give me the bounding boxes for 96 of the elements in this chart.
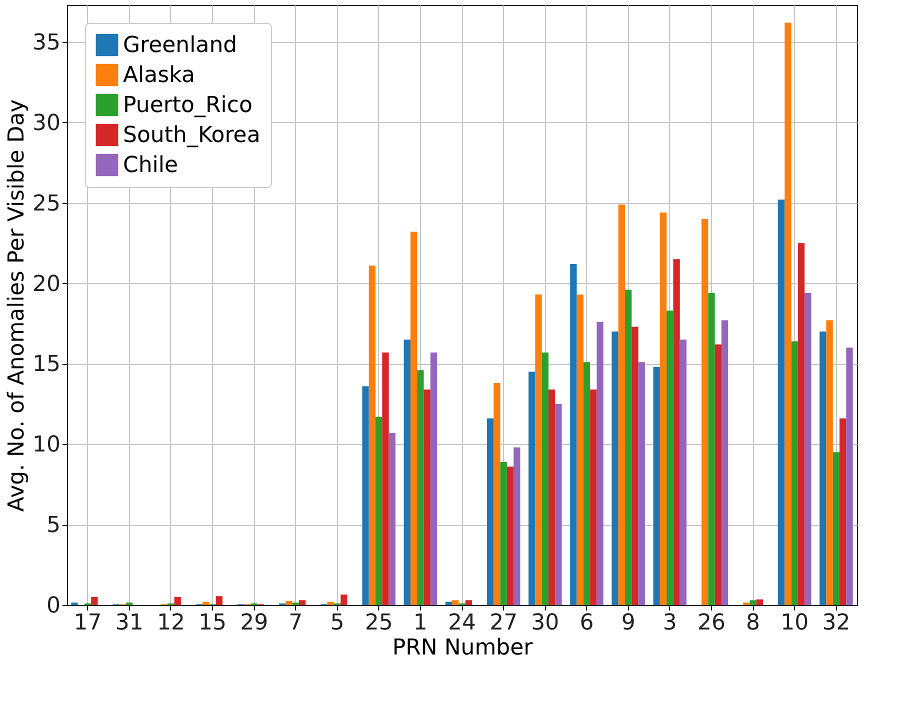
bar xyxy=(555,404,562,605)
x-tick-label: 24 xyxy=(448,610,476,636)
bar xyxy=(486,418,494,605)
bar xyxy=(714,344,722,605)
bar xyxy=(680,340,687,605)
x-tick-label: 3 xyxy=(662,610,677,636)
bar xyxy=(430,352,438,605)
x-tick-label: 7 xyxy=(288,610,303,636)
bar xyxy=(548,389,556,605)
x-tick-label: 15 xyxy=(198,610,227,636)
bar xyxy=(756,599,764,605)
x-tick-label: 6 xyxy=(580,610,594,636)
bar xyxy=(624,290,632,605)
bar xyxy=(832,452,840,605)
bar xyxy=(299,600,306,605)
x-tick-label: 8 xyxy=(746,610,760,636)
bar xyxy=(798,243,805,605)
bar xyxy=(494,383,500,605)
bar xyxy=(535,294,542,605)
bar xyxy=(653,366,660,605)
x-tick-label: 9 xyxy=(621,610,636,636)
x-tick-label: 10 xyxy=(780,610,809,636)
bar xyxy=(618,204,625,605)
legend-label: Chile xyxy=(123,153,178,178)
bar xyxy=(514,447,520,605)
bar xyxy=(506,466,514,605)
y-tick-label: 0 xyxy=(46,594,60,618)
bar xyxy=(666,310,674,605)
bar xyxy=(721,320,728,605)
bar xyxy=(804,292,812,605)
bar xyxy=(778,200,785,605)
x-tick-label: 17 xyxy=(74,610,102,636)
bar xyxy=(452,600,459,605)
x-tick-label: 30 xyxy=(531,610,560,636)
bar xyxy=(445,602,452,605)
bar xyxy=(576,294,584,605)
bar xyxy=(410,232,418,605)
bar xyxy=(673,259,680,605)
bar xyxy=(632,326,638,605)
y-tick-label: 35 xyxy=(32,30,60,56)
x-tick-label: 1 xyxy=(413,610,428,636)
bar xyxy=(638,362,645,605)
legend-label: Greenland xyxy=(123,33,238,58)
bar xyxy=(286,600,292,605)
bar xyxy=(528,372,536,605)
y-tick-label: 10 xyxy=(32,432,60,458)
x-tick-label: 31 xyxy=(115,610,144,636)
y-tick-label: 20 xyxy=(32,272,60,297)
bar xyxy=(846,348,853,605)
bar xyxy=(660,212,667,605)
bar xyxy=(542,352,548,605)
bar xyxy=(701,218,708,605)
bar xyxy=(791,341,798,605)
bar xyxy=(404,340,410,605)
x-tick-label: 32 xyxy=(822,610,850,636)
x-tick-label: 25 xyxy=(364,610,393,636)
x-tick-label: 29 xyxy=(240,610,268,636)
bar xyxy=(368,266,376,605)
bar xyxy=(750,600,756,605)
y-tick-label: 15 xyxy=(32,352,60,378)
bar xyxy=(417,370,424,605)
x-tick-label: 27 xyxy=(490,610,518,636)
bar xyxy=(590,389,597,605)
bar xyxy=(202,602,210,605)
bar xyxy=(382,352,389,605)
x-axis-title: PRN Number xyxy=(392,636,534,660)
legend-label: South_Korea xyxy=(123,123,260,148)
bar xyxy=(826,320,833,605)
bar xyxy=(784,22,792,605)
bar xyxy=(376,416,382,605)
legend-label: Puerto_Rico xyxy=(123,93,252,118)
bar xyxy=(820,332,826,605)
bar xyxy=(216,596,223,605)
bar xyxy=(174,596,181,605)
bar xyxy=(583,362,590,605)
x-tick-label: 12 xyxy=(156,610,185,636)
bar xyxy=(708,292,715,605)
bar xyxy=(91,596,98,605)
y-tick-label: 30 xyxy=(32,110,60,136)
bar xyxy=(340,594,348,605)
bar xyxy=(424,389,430,605)
x-tick-label: 5 xyxy=(330,610,344,636)
bar xyxy=(570,264,577,605)
y-axis-title: Avg. No. of Anomalies Per Visible Day xyxy=(4,99,30,512)
bar xyxy=(596,322,604,605)
bar xyxy=(500,462,507,605)
bar xyxy=(612,332,618,605)
bar xyxy=(327,602,334,605)
x-tick-label: 26 xyxy=(697,610,726,636)
y-tick-label: 25 xyxy=(32,191,60,216)
bar xyxy=(840,418,846,605)
bar xyxy=(362,386,369,605)
legend-label: Alaska xyxy=(123,63,195,88)
bar xyxy=(465,600,472,605)
y-tick-label: 5 xyxy=(46,513,60,538)
bar xyxy=(388,432,396,605)
